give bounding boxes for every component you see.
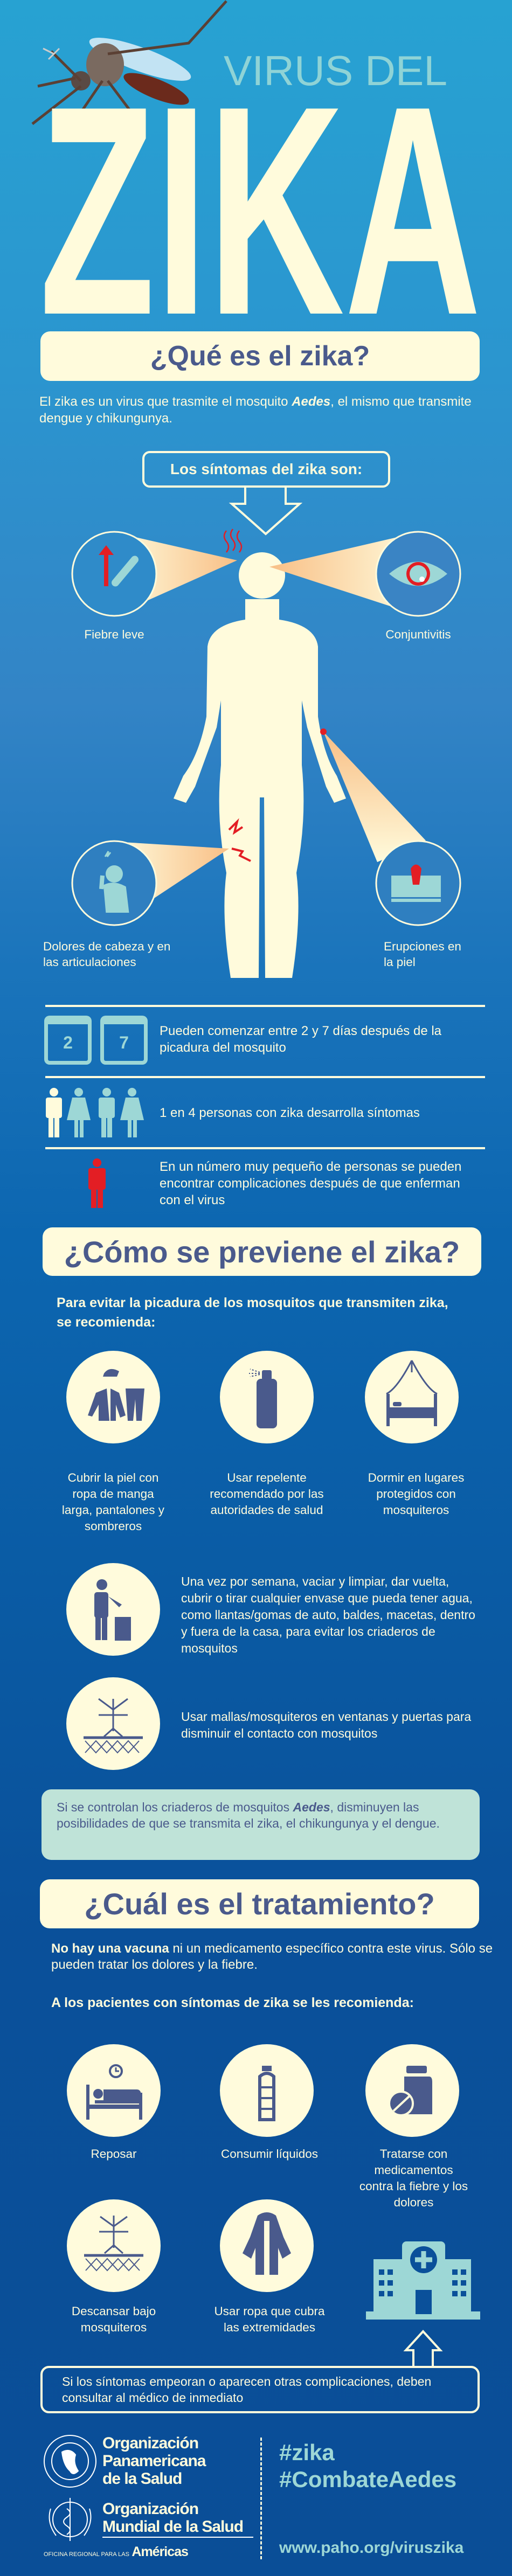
note-text: , disminuyen las posibilidades de que se… [57,1800,440,1830]
who-name: Organización Mundial de la Salud [102,2500,253,2538]
treatment-recommend: A los pacientes con síntomas de zika se … [51,1995,414,2010]
arrow-up-icon [403,2330,443,2366]
paho-line: Panamericana [102,2452,206,2470]
jacket-icon [220,2199,314,2292]
who-line: Organización [102,2500,199,2518]
thermometer-icon [71,531,157,617]
website-link[interactable]: www.paho.org/viruszika [279,2539,464,2557]
symptom-label: Erupciones en la piel [384,940,461,969]
skin-rash-icon [375,840,461,926]
trash-disposal-icon [66,1563,160,1656]
regional-office: OFICINA REGIONAL PARA LAS Américas [44,2544,254,2560]
regional-big: Américas [132,2544,189,2559]
symptoms-heading: Los síntomas del zika son: [142,451,390,488]
treatment-label: Tratarse con medicamentos contra la fieb… [359,2147,468,2209]
divider [45,1076,485,1078]
note-text: Si se controlan los criaderos de mosquit… [57,1800,293,1814]
symptom-label: Fiebre leve [84,628,144,641]
red-eye-icon [375,531,461,617]
treatment-label: Reposar [91,2147,137,2161]
mosquito-net-icon [67,2199,161,2292]
what-text: El zika es un virus que trasmite el mosq… [39,393,481,427]
hashtag-zika[interactable]: #zika [279,2440,335,2465]
prevention-heading: ¿Cómo se previene el zika? [43,1227,481,1276]
divider [45,1005,485,1007]
treatment-label: Consumir líquidos [220,2147,319,2161]
who-line: Mundial de la Salud [102,2518,244,2536]
fact-complications: En un número muy pequeño de personas se … [160,1159,462,1207]
symptom-label: Conjuntivitis [385,628,451,641]
prevention-intro: Para evitar la picadura de los mosquitos… [57,1295,448,1330]
bed-rest-icon [67,2044,161,2137]
medicine-icon [365,2044,459,2137]
who-emblem [49,2498,92,2541]
regional-small: OFICINA REGIONAL PARA LAS [44,2551,129,2558]
head [239,552,285,599]
repellent-spray-icon [220,1351,314,1443]
footer-divider [260,2438,262,2559]
heat-waves-icon [223,529,243,553]
treatment-heading: ¿Cuál es el tratamiento? [40,1879,479,1928]
warning-bubble: Si los síntomas empeoran o aparecen otra… [40,2366,480,2413]
calendar-icon: 2 [44,1016,92,1065]
arrow-down-icon [229,488,303,536]
title: VIRUS DEL ZIKA [39,44,481,323]
prevention-mesh: Usar mallas/mosquiteros en ventanas y pu… [181,1710,472,1740]
water-bottle-icon [220,2044,314,2137]
no-vaccine-emphasis: No hay una vacuna [51,1941,169,1956]
prevention-label: Cubrir la piel con ropa de manga larga, … [61,1471,165,1533]
red-person-icon [88,1158,106,1208]
title-zika: ZIKA [39,44,481,323]
paho-line: de la Salud [102,2470,182,2488]
paho-name: Organización Panamericana de la Salud [102,2434,253,2488]
mosquito-illustration [31,0,227,129]
paho-emblem [44,2435,96,2488]
hospital-icon [366,2241,480,2366]
treatment-intro: No hay una vacuna ni un medicamento espe… [51,1941,493,1973]
hashtag-combateaedes[interactable]: #CombateAedes [279,2467,457,2492]
treatment-label: Usar ropa que cubra las extremidades [214,2304,325,2334]
treatment-label: Descansar bajo mosquiteros [71,2304,156,2334]
fact-incubation: Pueden comenzar entre 2 y 7 días después… [160,1024,442,1055]
symptom-label: Dolores de cabeza y en las articulacione… [43,940,171,969]
what-text-part: El zika es un virus que trasmite el mosq… [39,394,292,409]
aedes-term: Aedes [292,394,331,409]
bed-net-icon [365,1351,459,1443]
breeding-note: Si se controlan los criaderos de mosquit… [41,1789,480,1860]
paho-line: Organización [102,2434,199,2452]
clothing-icon [66,1351,160,1443]
mosquito-mesh-icon [66,1677,160,1770]
people-icon [46,1088,144,1137]
what-heading: ¿Qué es el zika? [40,331,480,381]
what-text-part: , el mismo que transmite dengue y chikun… [39,394,472,426]
prevention-containers: Una vez por semana, vaciar y limpiar, da… [181,1574,475,1655]
divider [45,1147,485,1149]
headache-icon [71,840,157,926]
fact-ratio: 1 en 4 personas con zika desarrolla sínt… [160,1106,420,1120]
title-virus-del: VIRUS DEL [224,47,447,94]
symptoms-diagram [71,488,461,978]
body-silhouette [174,599,346,978]
org-logos [44,2435,96,2541]
prevention-label: Dormir en lugares protegidos con mosquit… [368,1471,465,1517]
prevention-label: Usar repelente recomendado por las autor… [210,1471,324,1517]
aedes-term: Aedes [293,1800,330,1814]
calendar-icon: 7 [100,1016,148,1065]
treatment-intro-text: ni un medicamento específico contra este… [51,1941,493,1972]
hashtags: #zika #CombateAedes [279,2439,495,2493]
